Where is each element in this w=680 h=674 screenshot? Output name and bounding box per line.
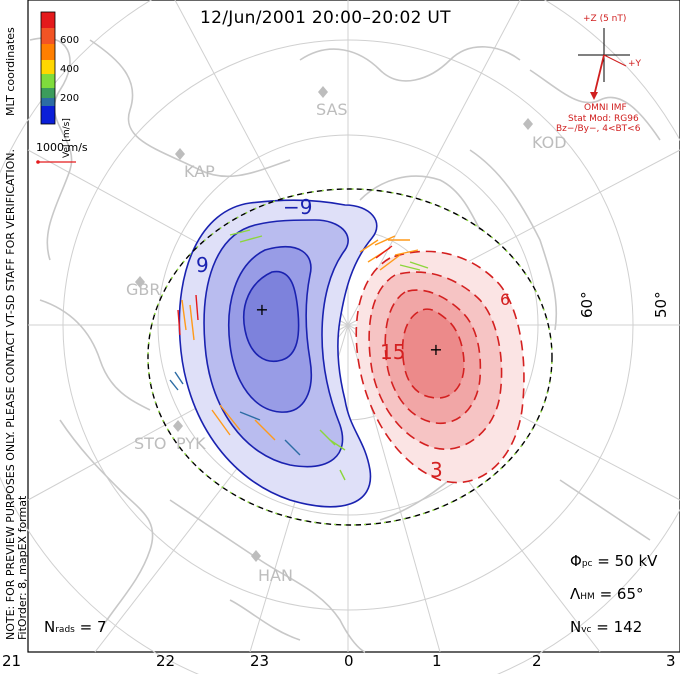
map-title: 12/Jun/2001 20:00–20:02 UT [200, 8, 451, 28]
imf-source: OMNI IMF [584, 103, 627, 113]
station-gbr: GBR [126, 280, 161, 299]
mlt-tick-3: 3 [666, 652, 676, 670]
contour-label-9: 9 [196, 253, 209, 277]
mlt-tick-23: 23 [250, 652, 270, 670]
velocity-scale-label: 1000 m/s [36, 141, 88, 154]
hm-boundary [147, 188, 553, 526]
svg-text:+: + [255, 300, 268, 319]
coastlines [29, 37, 661, 653]
velocity-scale-vector [36, 160, 76, 164]
mlt-tick-21: 21 [2, 652, 22, 670]
stat-phi-pc: Φpc = 50 kV [570, 552, 657, 570]
colorbar-tick-600: 600 [60, 35, 80, 46]
contour-label-15: 15 [380, 340, 406, 364]
imf-clock-dial [578, 28, 630, 100]
nvc-value: = 142 [596, 618, 643, 636]
station-sas: SAS [316, 100, 348, 119]
contour-label-6: 6 [500, 290, 511, 309]
nvc-subscript: vc [581, 625, 592, 635]
svg-text:+: + [429, 340, 442, 359]
station-kod: KOD [532, 133, 567, 152]
nrads-symbol: N [44, 618, 56, 636]
contour-label-minus9: −9 [283, 195, 313, 219]
station-markers [135, 86, 533, 562]
positive-potential-cell: + [355, 250, 525, 484]
stat-model: Stat Mod: RG96 [568, 114, 639, 124]
colorbar-tick-200: 200 [60, 93, 80, 104]
mlt-tick-1: 1 [432, 652, 442, 670]
station-han: HAN [258, 566, 293, 585]
phi-symbol: Φ [570, 552, 582, 570]
latitude-label-60: 60° [578, 291, 596, 318]
velocity-vectors [169, 229, 429, 481]
lambda-symbol: Λ [570, 585, 581, 603]
colorbar-tick-400: 400 [60, 64, 80, 75]
lambda-subscript: HM [580, 592, 595, 602]
mlt-tick-0: 0 [344, 652, 354, 670]
imf-bz-label: +Z (5 nT) [583, 14, 627, 24]
lambda-value: = 65° [599, 585, 644, 603]
mlt-tick-22: 22 [156, 652, 176, 670]
stat-n-rads: Nrads = 7 [44, 618, 107, 636]
negative-potential-cell: + [178, 199, 378, 508]
plot-frame [27, 0, 680, 653]
mlt-tick-2: 2 [532, 652, 542, 670]
station-sto: STO [134, 434, 167, 453]
latitude-label-50: 50° [652, 291, 670, 318]
mlt-coordinates-label: MLT coordinates [4, 27, 17, 116]
phi-value: = 50 kV [597, 552, 658, 570]
stat-lambda-hm: ΛHM = 65° [570, 585, 644, 603]
stat-n-vc: Nvc = 142 [570, 618, 642, 636]
imf-by-label: +Y [628, 59, 642, 69]
station-pyk: PYK [176, 434, 206, 453]
colorbar [40, 11, 56, 125]
phi-subscript: pc [581, 559, 593, 569]
nrads-value: = 7 [79, 618, 107, 636]
station-kap: KAP [184, 162, 215, 181]
imf-condition: Bz−/By−, 4<BT<6 [556, 124, 641, 134]
fit-order: FitOrder: 8, mapEX format [16, 495, 29, 640]
nrads-subscript: rads [55, 625, 75, 635]
contour-label-3: 3 [430, 458, 443, 482]
nvc-symbol: N [570, 618, 582, 636]
